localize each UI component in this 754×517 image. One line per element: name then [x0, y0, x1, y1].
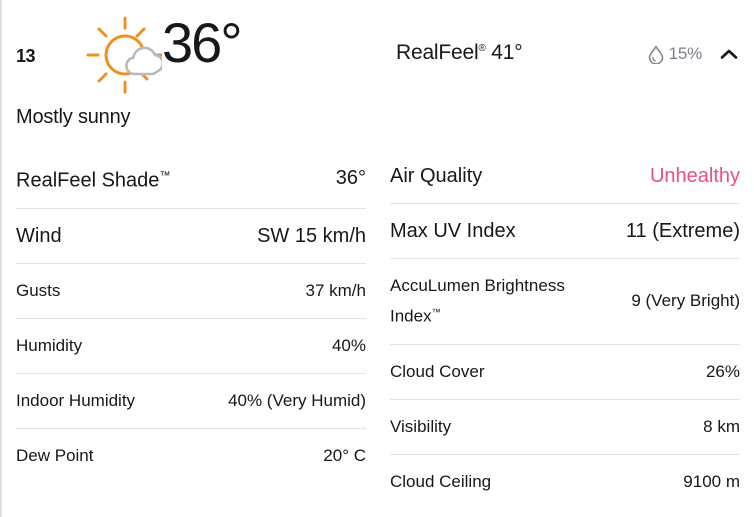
- detail-value: 9 (Very Bright): [631, 291, 740, 311]
- details-right-column: Air Quality Unhealthy Max UV Index 11 (E…: [390, 149, 740, 509]
- detail-value: 37 km/h: [305, 280, 366, 300]
- detail-value: 40% (Very Humid): [228, 390, 366, 410]
- water-drop-icon: [648, 45, 663, 64]
- precipitation-indicator: 15%: [648, 44, 702, 64]
- detail-label: Dew Point: [16, 445, 94, 465]
- trademark-mark: ™: [431, 307, 441, 317]
- conditions-details-grid: RealFeel Shade™ 36° Wind SW 15 km/h Gust…: [16, 149, 740, 509]
- current-temperature: 36°: [162, 11, 243, 74]
- detail-row-indoor-humidity: Indoor Humidity 40% (Very Humid): [16, 374, 366, 429]
- detail-value: 40%: [331, 335, 366, 355]
- detail-label: Indoor Humidity: [16, 390, 136, 410]
- detail-value: SW 15 km/h: [257, 224, 366, 247]
- detail-row-dew-point: Dew Point 20° C: [16, 429, 366, 483]
- detail-label: RealFeel Shade™: [16, 169, 171, 192]
- detail-label: AccuLumen Brightness Index™: [390, 276, 565, 326]
- detail-label: Gusts: [16, 280, 61, 300]
- date-number: 13: [16, 46, 36, 66]
- detail-row-max-uv-index: Max UV Index 11 (Extreme): [390, 204, 740, 259]
- detail-value: 9100 m: [683, 471, 740, 491]
- registered-mark: ®: [478, 43, 486, 54]
- header-right-group: 15%: [648, 44, 740, 64]
- detail-row-air-quality: Air Quality Unhealthy: [390, 149, 740, 204]
- detail-value: 11 (Extreme): [625, 220, 740, 242]
- detail-row-acculumen-index: AccuLumen Brightness Index™ 9 (Very Brig…: [390, 259, 740, 345]
- detail-value: 26%: [705, 361, 740, 381]
- realfeel-temperature: RealFeel® 41°: [396, 41, 523, 65]
- chevron-up-icon: [720, 49, 738, 59]
- realfeel-label: RealFeel: [396, 41, 479, 64]
- detail-label: Cloud Ceiling: [390, 471, 492, 491]
- detail-value: 36°: [335, 167, 366, 190]
- detail-row-humidity: Humidity 40%: [16, 319, 366, 374]
- detail-row-visibility: Visibility 8 km: [390, 400, 740, 455]
- detail-row-gusts: Gusts 37 km/h: [16, 264, 366, 319]
- detail-label: Wind: [16, 224, 62, 247]
- detail-label: Cloud Cover: [390, 361, 485, 381]
- collapse-panel-button[interactable]: [718, 47, 740, 61]
- trademark-mark: ™: [159, 170, 171, 182]
- detail-label: Visibility: [390, 416, 452, 436]
- detail-label: Humidity: [16, 335, 83, 355]
- details-left-column: RealFeel Shade™ 36° Wind SW 15 km/h Gust…: [16, 149, 366, 509]
- condition-phrase: Mostly sunny: [16, 106, 131, 128]
- mostly-sunny-icon: [86, 16, 162, 94]
- detail-row-wind: Wind SW 15 km/h: [16, 209, 366, 264]
- detail-row-cloud-ceiling: Cloud Ceiling 9100 m: [390, 455, 740, 509]
- detail-value: 8 km: [703, 416, 740, 436]
- precip-probability-value: 15%: [668, 44, 703, 63]
- realfeel-value: 41°: [485, 41, 523, 64]
- air-quality-value: Unhealthy: [649, 165, 740, 187]
- detail-label: Air Quality: [390, 165, 483, 187]
- detail-label: Max UV Index: [390, 220, 516, 242]
- detail-row-realfeel-shade: RealFeel Shade™ 36°: [16, 149, 366, 209]
- detail-value: 20° C: [323, 445, 366, 465]
- conditions-header: 13 36° RealFeel® 41°: [16, 0, 740, 96]
- detail-row-cloud-cover: Cloud Cover 26%: [390, 345, 740, 400]
